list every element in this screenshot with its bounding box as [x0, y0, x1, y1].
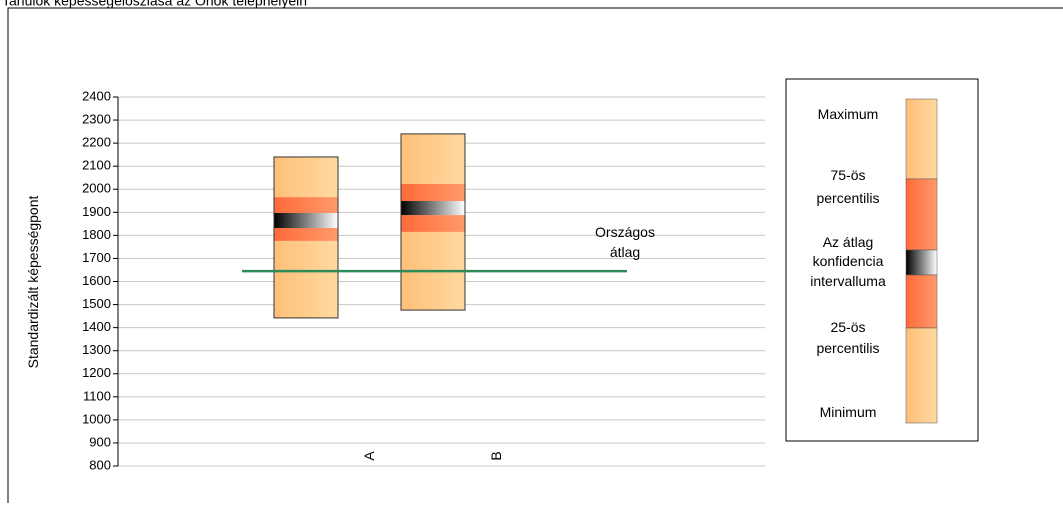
- y-tick-label: 1200: [82, 365, 111, 380]
- legend-label: intervalluma: [810, 273, 886, 289]
- legend-label: Maximum: [818, 106, 879, 122]
- y-axis-label: Standardizált képességpont: [25, 196, 41, 369]
- x-tick-label: A: [361, 451, 377, 461]
- y-tick-label: 900: [89, 434, 111, 449]
- legend-label: percentilis: [816, 190, 879, 206]
- box-upper: [274, 156, 338, 198]
- y-tick-label: 1300: [82, 342, 111, 357]
- y-tick-label: 2000: [82, 181, 111, 196]
- legend-swatch: [905, 249, 938, 276]
- legend-swatch: [905, 178, 938, 251]
- y-tick-label: 1800: [82, 227, 111, 242]
- box-ci: [401, 201, 465, 216]
- y-tick-label: 2200: [82, 135, 111, 150]
- box-ci-q3: [401, 183, 465, 202]
- box-ci: [274, 213, 338, 228]
- legend-label: 25-ös: [830, 319, 865, 335]
- legend-label: percentilis: [816, 340, 879, 356]
- legend-label: Minimum: [820, 404, 877, 420]
- legend-swatch: [905, 98, 938, 180]
- reference-label: átlag: [610, 244, 640, 260]
- legend-label: Az átlag: [823, 234, 874, 250]
- y-tick-label: 800: [89, 457, 111, 472]
- reference-label: Országos: [595, 224, 655, 240]
- y-tick-label: 1400: [82, 319, 111, 334]
- box-q1-ci: [401, 215, 465, 232]
- x-tick-label: B: [488, 451, 504, 460]
- y-tick-label: 2400: [82, 88, 111, 103]
- box-upper: [401, 133, 465, 184]
- frame: [7, 7, 1063, 508]
- box-outline: [400, 133, 466, 311]
- legend-label: 75-ös: [830, 167, 865, 183]
- box-outline: [273, 156, 339, 319]
- y-tick-label: 1900: [82, 204, 111, 219]
- legend-swatch: [905, 274, 938, 329]
- y-tick-label: 2300: [82, 112, 111, 127]
- legend-swatch: [905, 327, 938, 424]
- y-tick-label: 1700: [82, 250, 111, 265]
- legend-label: konfidencia: [813, 253, 884, 269]
- y-tick-label: 2100: [82, 158, 111, 173]
- chart-title: Tanulók képességeloszlása az Önök teleph…: [2, 0, 307, 9]
- box-ci-q3: [274, 197, 338, 214]
- y-tick-label: 1500: [82, 296, 111, 311]
- y-tick-label: 1600: [82, 273, 111, 288]
- box-lower: [274, 240, 338, 318]
- y-tick-label: 1000: [82, 411, 111, 426]
- box-q1-ci: [274, 227, 338, 241]
- y-tick-label: 1100: [83, 388, 111, 403]
- legend: [785, 78, 979, 442]
